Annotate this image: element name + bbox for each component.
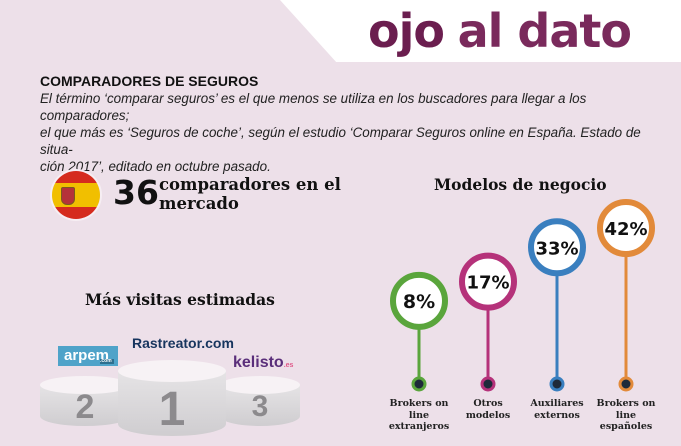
comparators-count: 36 [113,173,159,212]
intro-line: ción 2017’, editado en octubre pasado. [40,159,271,174]
brand-words-al-dato: al dato [457,4,632,58]
section-title: COMPARADORES DE SEGUROS [40,73,259,89]
model-value-label: 17% [466,273,509,294]
model-pin: 8% [390,271,448,392]
model-value-label: 42% [604,219,647,240]
business-models-title: Modelos de negocio [434,175,607,194]
section-brand-title: ojo al dato [368,4,632,58]
model-pin-head [459,252,517,311]
podium-rank-2: 2 [75,388,95,426]
arpem-logo: arpem .com [58,346,118,366]
model-pin-head [390,271,448,330]
intro-line: El término ‘comparar seguros’ es el que … [40,91,587,123]
arpem-logo-text: arpem [64,347,110,364]
model-pin-head [528,218,586,277]
visits-title: Más visitas estimadas [85,290,275,309]
intro-paragraph: El término ‘comparar seguros’ es el que … [40,90,660,175]
model-pin: 33% [528,218,586,392]
model-pin-base [480,376,496,392]
rastreator-logo: Rastreator.com [132,335,234,351]
model-pin: 17% [459,252,517,392]
model-category-label: Brokers on line españoles [596,398,656,432]
model-pin-base [549,376,565,392]
model-value-label: 8% [403,291,435,313]
model-category-label: Otros modelos [465,398,511,421]
model-pin-head [597,199,655,257]
model-category-label: Brokers on line extranjeros [388,398,450,432]
coat-of-arms-icon [61,187,75,205]
arpem-logo-suffix: .com [100,359,114,364]
podium-rank-1: 1 [158,383,186,436]
model-pin: 42% [597,199,655,392]
comparators-count-label: comparadores en el mercado [159,175,341,213]
podium-rank-3: 3 [251,390,269,423]
model-value-label: 33% [535,238,578,259]
model-pin-base [411,376,427,392]
model-category-label: Auxiliares externos [530,398,584,421]
model-pin-base [618,376,634,392]
header-banner [280,0,681,62]
kelisto-logo-text: kelisto [233,354,284,371]
spain-flag-icon [52,171,100,219]
kelisto-logo: kelisto.es [233,354,293,372]
intro-line: el que más es ‘Seguros de coche’, según … [40,125,641,157]
brand-word-ojo: ojo [368,4,445,58]
kelisto-logo-suffix: .es [283,362,294,369]
